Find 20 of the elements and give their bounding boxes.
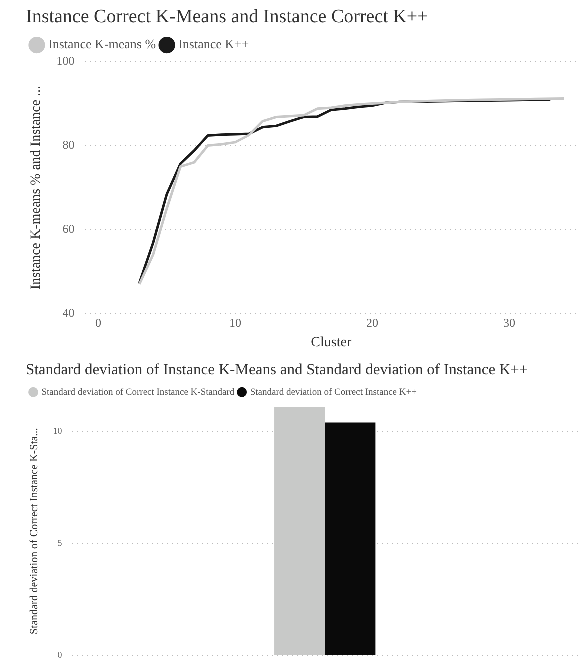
- x-tick-label: 10: [230, 316, 242, 330]
- legend-label: Standard deviation of Correct Instance K++: [250, 388, 417, 398]
- y-axis-title: Standard deviation of Correct Instance K-Sta...: [28, 428, 40, 635]
- x-tick-label: 30: [504, 316, 516, 330]
- y-tick-label: 100: [56, 54, 75, 68]
- x-tick-label: 20: [366, 316, 378, 330]
- chart-title: Instance Correct K-Means and Instance Correct K++: [26, 6, 428, 28]
- y-tick-label: 0: [58, 650, 63, 660]
- legend-label: Standard deviation of Correct Instance K-Standard: [42, 388, 235, 398]
- y-tick-label: 40: [62, 306, 75, 320]
- legend-label: Instance K-means %: [48, 36, 156, 52]
- legend-label: Instance K++: [178, 36, 250, 52]
- y-axis-title: Instance K-means % and Instance ...: [29, 86, 44, 290]
- x-tick-label: 0: [96, 316, 102, 330]
- y-tick-label: 60: [62, 222, 75, 236]
- y-tick-label: 80: [62, 138, 75, 152]
- chart-title: Standard deviation of Instance K-Means and Standard deviation of Instance K++: [26, 361, 528, 378]
- y-tick-label: 5: [58, 538, 63, 548]
- y-tick-label: 10: [53, 426, 63, 436]
- x-axis-title: Cluster: [311, 335, 352, 350]
